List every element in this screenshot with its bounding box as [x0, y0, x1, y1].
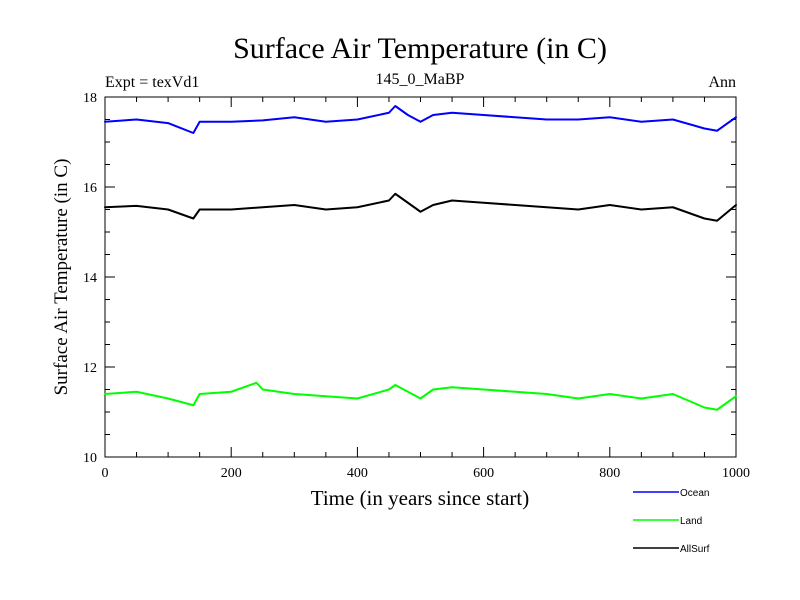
x-tick-label-0: 0 [102, 466, 109, 481]
plot-frame [104, 96, 737, 458]
legend-label-allsurf: AllSurf [680, 544, 710, 555]
chart-title: Surface Air Temperature (in C) [233, 32, 607, 65]
x-axis-label: Time (in years since start) [311, 486, 530, 510]
x-tick-label-1000: 1000 [722, 466, 750, 481]
y-tick-label-10: 10 [83, 451, 97, 466]
x-tick-label-400: 400 [347, 466, 368, 481]
x-tick-label-800: 800 [599, 466, 620, 481]
series-line-allsurf [104, 192, 737, 222]
tick-labels-group: 0 200 400 600 800 1000 10 12 14 16 18 [83, 91, 750, 481]
series-line-ocean [104, 105, 737, 134]
y-tick-label-16: 16 [83, 181, 97, 196]
legend-label-ocean: Ocean [680, 488, 709, 499]
y-tick-label-14: 14 [83, 271, 97, 286]
period-label: 145_0_MaBP [376, 71, 465, 88]
x-tick-label-600: 600 [473, 466, 494, 481]
legend: Ocean Land AllSurf [633, 488, 710, 555]
y-tick-label-18: 18 [83, 91, 97, 106]
ticks-group [104, 96, 737, 458]
x-tick-label-200: 200 [221, 466, 242, 481]
series-line-land [104, 381, 737, 411]
y-tick-label-12: 12 [83, 361, 97, 376]
experiment-label: Expt = texVd1 [105, 74, 199, 91]
legend-label-land: Land [680, 516, 702, 527]
y-axis-label: Surface Air Temperature (in C) [51, 159, 72, 396]
series-group [104, 105, 737, 411]
season-label: Ann [708, 74, 736, 91]
